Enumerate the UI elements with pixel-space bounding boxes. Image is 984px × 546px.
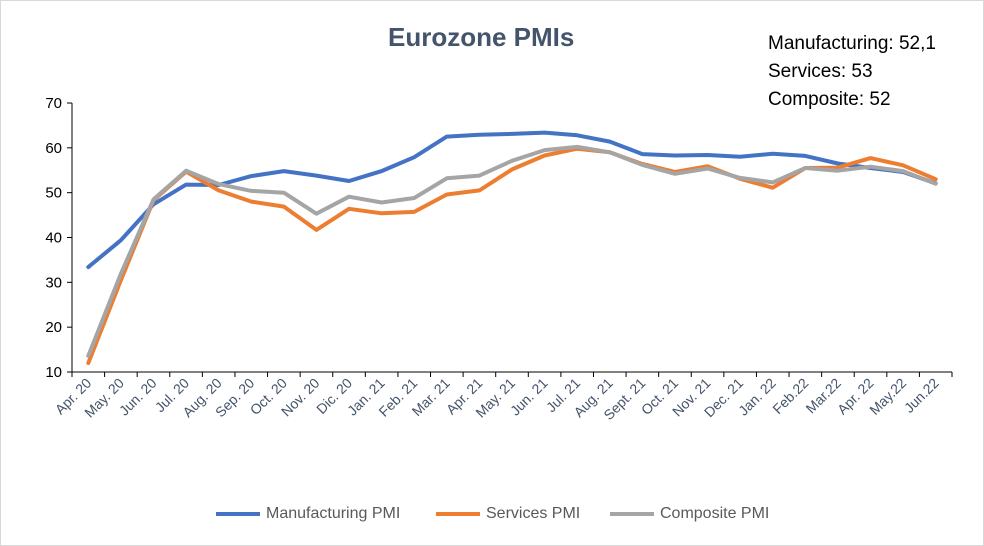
- annotation-composite: Composite: 52: [768, 89, 891, 110]
- x-tick-label: Feb.22: [769, 375, 811, 417]
- legend-swatch-services: [436, 512, 480, 516]
- annotation-manufacturing: Manufacturing: 52,1: [768, 33, 936, 54]
- x-tick-label: Jan. 22: [735, 375, 779, 419]
- y-tick-label: 10: [45, 364, 62, 381]
- y-tick-label: 20: [45, 319, 62, 336]
- y-tick-label: 50: [45, 185, 62, 202]
- annotation-services: Services: 53: [768, 61, 873, 82]
- series-line-composite-pmi: [86, 144, 938, 358]
- y-tick-label: 60: [45, 140, 62, 157]
- y-tick-label: 70: [45, 95, 62, 112]
- legend-label-services: Services PMI: [486, 505, 581, 522]
- series-line-manufacturing-pmi: [86, 130, 938, 270]
- x-tick-label: May.22: [866, 375, 909, 418]
- chart-title: Eurozone PMIs: [388, 22, 575, 52]
- legend-item-services: Services PMI: [436, 505, 580, 523]
- y-tick-label: 30: [45, 274, 62, 291]
- legend-swatch-composite: [610, 512, 654, 516]
- x-tick-label: Jun. 20: [116, 375, 160, 419]
- legend-item-manufacturing: Manufacturing PMI: [216, 505, 400, 523]
- x-tick-label: Jun.22: [901, 375, 942, 416]
- x-tick-label: Jun. 21: [507, 375, 551, 419]
- y-tick-label: 40: [45, 230, 62, 247]
- legend-swatch-manufacturing: [216, 512, 260, 516]
- legend-label-manufacturing: Manufacturing PMI: [266, 505, 401, 522]
- legend-item-composite: Composite PMI: [610, 505, 769, 523]
- legend-label-composite: Composite PMI: [660, 505, 770, 522]
- legend: Manufacturing PMI Services PMI Composite…: [0, 505, 984, 527]
